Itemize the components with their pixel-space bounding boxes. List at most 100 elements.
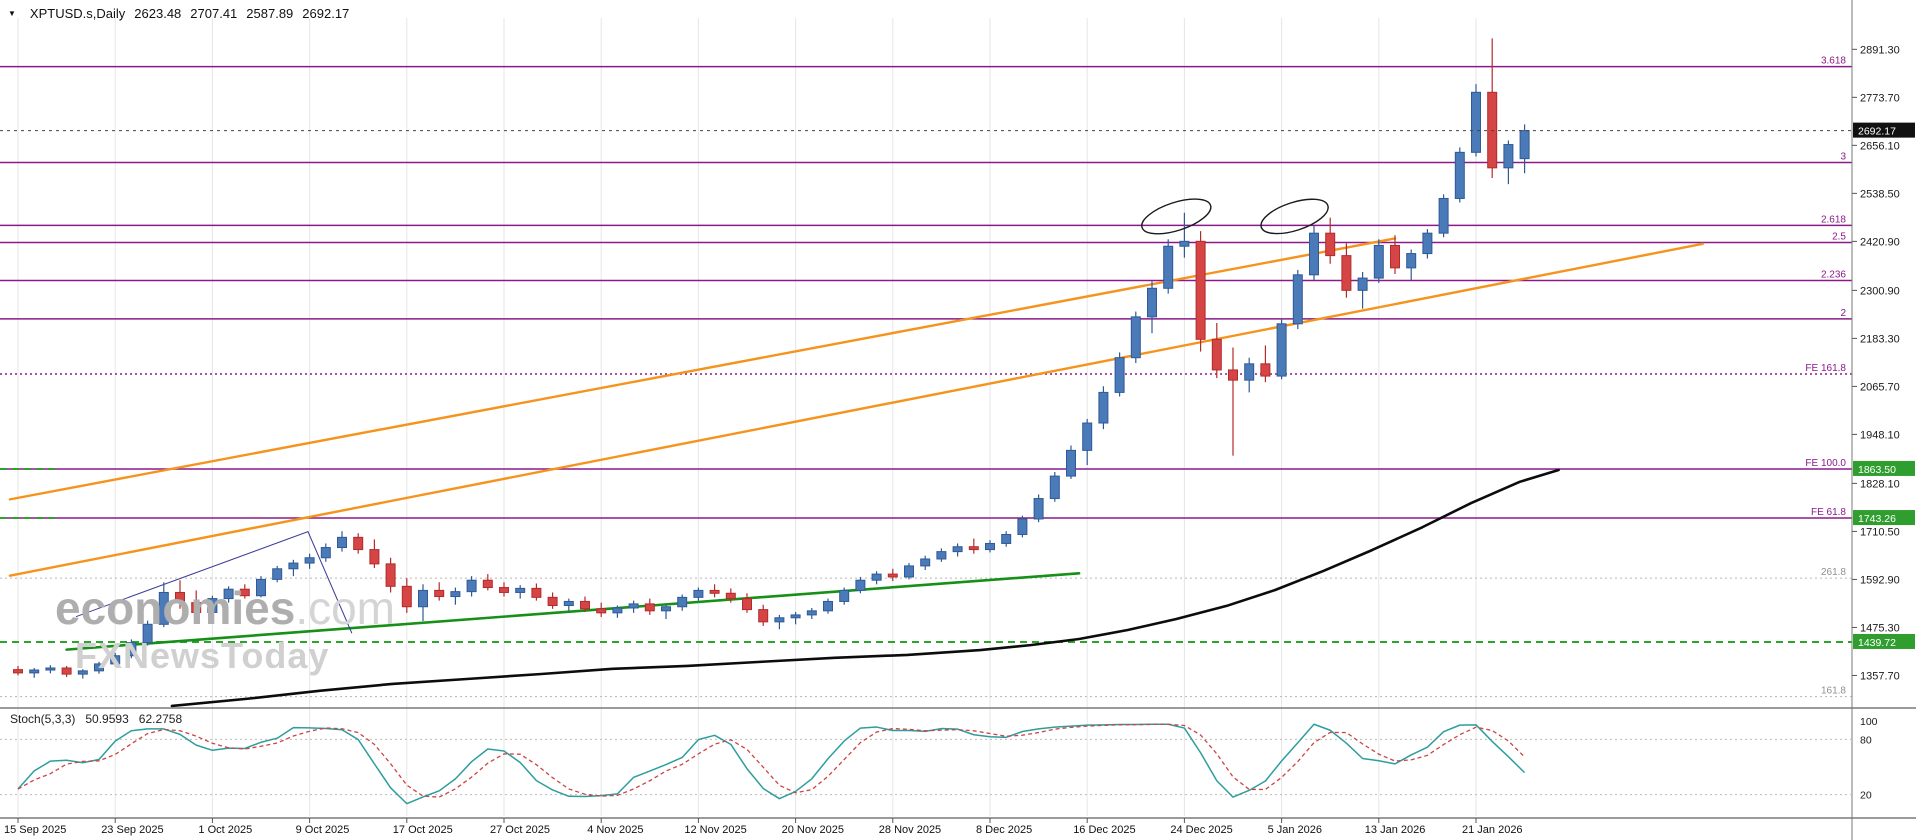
price-badge [1853,633,1915,649]
price-tick-label: 1592.90 [1860,574,1900,586]
bull-candle [806,610,817,616]
price-tick-label: 2183.30 [1860,333,1900,345]
bear-candle [1211,338,1222,371]
stoch-signal-line [17,723,1526,798]
bull-candle [337,536,347,549]
bull-candle [94,663,104,672]
bull-candle [142,623,153,644]
bull-candle [952,546,963,553]
stoch-level-label: 100 [1860,716,1878,728]
ohlc-high: 2707.41 [190,6,238,21]
bear-candle [547,596,558,607]
bear-candle [401,585,412,608]
ohlc-low: 2587.89 [246,6,294,21]
bull-candle [855,579,866,591]
fib-level-label: FE 61.8 [1811,507,1846,518]
bear-candle [385,563,396,587]
bull-candle [320,547,331,559]
bear-candle [968,546,979,551]
stochastic-plot-area[interactable] [0,710,1852,816]
bear-candle [596,608,607,614]
bull-candle [450,591,461,598]
fib-level-label: 2.618 [1821,214,1846,225]
channel-lower-line[interactable] [8,242,1705,577]
price-axis[interactable] [1852,0,1916,840]
wedge-rising-line[interactable] [75,531,309,618]
bull-candle [1406,253,1417,269]
ohlc-close: 2692.17 [302,6,350,21]
time-tick-label: 12 Nov 2025 [684,824,746,836]
bear-candle [1487,91,1498,169]
bear-candle [369,549,380,565]
bear-candle [434,589,445,598]
symbol-ohlc-header: ▼ XPTUSD.s,Daily 2623.48 2707.41 2587.89 2692… [8,6,349,21]
bull-candle [45,667,56,671]
bear-candle [887,573,898,578]
time-tick-label: 1 Oct 2025 [198,824,252,836]
stoch-k-line [17,723,1526,805]
time-tick-label: 13 Jan 2026 [1365,824,1426,836]
bear-candle [499,587,509,593]
bull-candle [839,589,850,602]
price-tick-label: 2300.90 [1860,285,1900,297]
fib-level-label: 2.236 [1821,270,1846,281]
bear-candle [644,603,655,612]
fib-level-label: 2.5 [1832,232,1846,243]
symbol-timeframe: XPTUSD.s,Daily [29,6,126,21]
bull-candle [515,587,526,593]
bull-candle [1033,498,1044,520]
wedge-break-line[interactable] [307,531,353,634]
time-axis[interactable] [0,818,1916,840]
bear-candle [725,592,736,600]
time-tick-label: 15 Sep 2025 [4,824,66,836]
bull-candle [1373,244,1384,279]
price-tick-label: 1475.30 [1860,622,1900,634]
ellipse-annotation[interactable] [1257,192,1332,240]
price-tick-label: 2773.70 [1860,92,1900,104]
watermark-domain: .com [295,582,395,634]
time-tick-label: 24 Dec 2025 [1170,824,1232,836]
bear-candle [742,598,752,611]
time-tick-label: 9 Oct 2025 [296,824,350,836]
bear-candle [531,587,542,598]
fib-level-label: 3 [1840,152,1846,163]
bull-candle [1438,197,1449,234]
watermark-subtitle: FXNewsToday [75,634,330,676]
bull-candle [207,598,218,613]
bull-candle [1292,274,1303,325]
bear-candle [1390,244,1400,269]
bear-candle [1260,363,1271,377]
bull-candle [1114,357,1125,393]
support-trendline-line[interactable] [65,571,1081,651]
bull-candle [1244,363,1255,381]
bull-candle [466,579,477,593]
stoch-value-d: 62.2758 [138,712,183,726]
bull-candle [29,669,40,674]
bull-candle [1001,533,1012,544]
bull-candle [563,600,574,607]
fib-level-label: FE 100.0 [1805,458,1846,469]
green-dashed-levels [0,467,1852,643]
bull-candle [936,551,947,560]
bear-candle [758,609,769,623]
bull-candle [1357,277,1368,291]
bull-candle [1163,245,1174,289]
bull-candle [1471,91,1481,153]
bull-candle [1066,449,1076,477]
ellipse-annotation[interactable] [1138,192,1215,241]
bull-candle [904,565,914,578]
watermark: economies.com FXNewsToday [55,582,395,676]
chart-shift-marker-icon: ▼ [8,9,16,18]
time-tick-label: 5 Jan 2026 [1268,824,1322,836]
bull-candle [1179,240,1190,247]
bull-candle [1049,475,1060,500]
stoch-name: Stoch(5,3,3) [10,712,76,726]
ma-polyline[interactable] [170,468,1560,708]
bull-candle [1276,323,1287,377]
bull-candle [985,542,995,551]
price-badge-label: 1863.50 [1858,464,1896,476]
top-ellipse-annotations [1138,192,1332,241]
